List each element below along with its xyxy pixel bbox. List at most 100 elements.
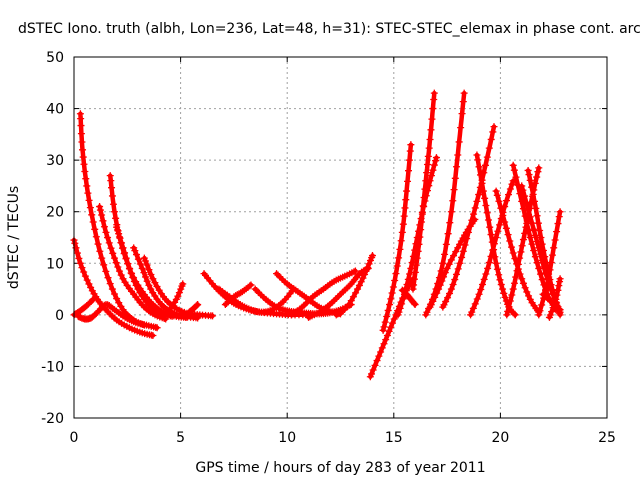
x-tick-label: 5 <box>176 430 185 446</box>
data-point-marker <box>473 295 481 303</box>
data-point-marker <box>402 196 410 204</box>
data-point-marker <box>477 285 485 293</box>
data-point-marker <box>500 289 508 297</box>
data-point-marker <box>106 280 114 288</box>
data-point-marker <box>126 265 134 273</box>
data-point-marker <box>416 233 424 241</box>
data-point-marker <box>517 248 525 256</box>
data-point-marker <box>513 267 521 275</box>
data-point-marker <box>371 361 379 369</box>
data-point-marker <box>380 323 388 331</box>
x-tick-label: 15 <box>385 430 403 446</box>
data-point-marker <box>385 327 393 335</box>
data-point-marker <box>482 202 490 210</box>
data-point-marker <box>454 265 462 273</box>
data-point-marker <box>461 241 469 249</box>
data-series <box>130 244 202 322</box>
data-point-marker <box>492 259 500 267</box>
data-point-marker <box>76 259 84 267</box>
data-point-marker <box>131 247 139 255</box>
data-point-marker <box>421 185 429 193</box>
data-point-marker <box>484 264 492 272</box>
data-point-marker <box>104 274 112 282</box>
data-point-marker <box>534 219 542 227</box>
data-point-marker <box>492 187 500 195</box>
data-point-marker <box>153 324 161 332</box>
data-point-marker <box>535 311 543 319</box>
data-point-marker <box>386 301 394 309</box>
data-point-marker <box>442 298 450 306</box>
data-point-marker <box>389 319 397 327</box>
data-point-marker <box>430 161 438 169</box>
data-point-marker <box>551 236 559 244</box>
data-point-marker <box>533 259 541 267</box>
data-point-marker <box>431 293 439 301</box>
data-series <box>439 123 498 311</box>
data-point-marker <box>80 268 88 276</box>
data-point-marker <box>475 290 483 298</box>
data-point-marker <box>361 270 369 278</box>
data-point-marker <box>391 277 399 285</box>
data-point-marker <box>458 253 466 261</box>
data-point-marker <box>410 281 418 289</box>
data-point-marker <box>373 357 381 365</box>
data-point-marker <box>414 247 422 255</box>
data-series <box>185 301 202 316</box>
data-point-marker <box>519 186 527 194</box>
data-point-marker <box>134 255 142 263</box>
data-point-marker <box>525 292 533 300</box>
data-point-marker <box>555 213 563 221</box>
data-point-marker <box>246 282 254 290</box>
data-point-marker <box>525 227 533 235</box>
data-point-marker <box>510 279 518 287</box>
data-point-marker <box>494 227 502 235</box>
data-point-marker <box>368 252 376 260</box>
data-point-marker <box>424 152 432 160</box>
data-point-marker <box>412 261 420 269</box>
data-point-marker <box>530 246 538 254</box>
data-point-marker <box>393 262 401 270</box>
data-point-marker <box>88 296 96 304</box>
data-point-marker <box>177 285 185 293</box>
data-point-marker <box>403 281 411 289</box>
data-point-marker <box>471 300 479 308</box>
data-point-marker <box>505 303 513 311</box>
data-point-marker <box>481 161 489 169</box>
data-point-marker <box>415 240 423 248</box>
data-point-marker <box>518 182 526 190</box>
data-point-marker <box>457 124 465 132</box>
data-point-marker <box>429 297 437 305</box>
data-point-marker <box>143 261 151 269</box>
data-point-marker <box>405 167 413 175</box>
data-point-marker <box>115 267 123 275</box>
data-point-marker <box>350 268 358 276</box>
data-point-marker <box>209 312 217 320</box>
data-point-marker <box>531 197 539 205</box>
data-point-marker <box>130 274 138 282</box>
data-point-marker <box>77 130 85 138</box>
data-point-marker <box>419 202 427 210</box>
data-point-marker <box>536 270 544 278</box>
data-point-marker <box>383 312 391 320</box>
x-tick-label: 20 <box>491 430 509 446</box>
data-point-marker <box>364 264 372 272</box>
data-point-marker <box>521 212 529 220</box>
data-point-marker <box>521 192 529 200</box>
data-point-marker <box>369 366 377 374</box>
data-series <box>422 89 468 319</box>
data-point-marker <box>495 197 503 205</box>
data-point-marker <box>456 259 464 267</box>
data-point-marker <box>81 272 89 280</box>
data-point-marker <box>149 275 157 283</box>
data-series <box>398 286 419 309</box>
data-point-marker <box>100 223 108 231</box>
data-point-marker <box>387 323 395 331</box>
data-point-marker <box>400 212 408 220</box>
data-series <box>379 141 415 334</box>
data-point-marker <box>438 277 446 285</box>
data-point-marker <box>117 271 125 279</box>
data-point-marker <box>478 281 486 289</box>
data-point-marker <box>504 231 512 239</box>
data-point-marker <box>111 254 119 262</box>
data-point-marker <box>548 308 556 316</box>
